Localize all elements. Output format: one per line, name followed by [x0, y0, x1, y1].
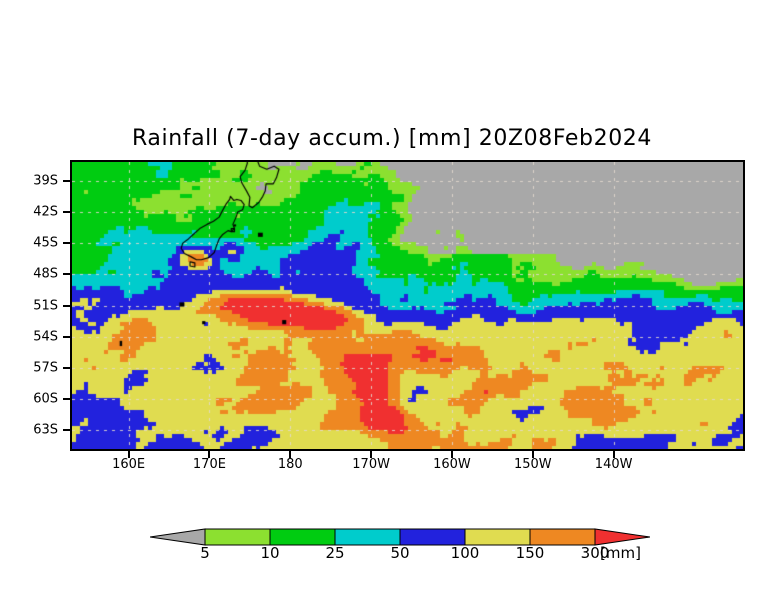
- x-tick-label: 170W: [352, 457, 390, 472]
- colorbar-segment: [529, 528, 596, 546]
- colorbar-segment: [269, 528, 336, 546]
- y-tick-mark: [63, 335, 70, 338]
- colorbar-segment: [204, 528, 271, 546]
- y-tick-label: 39S: [33, 173, 58, 189]
- x-tick-mark: [127, 451, 130, 458]
- colorbar-tick-label: 5: [200, 544, 210, 562]
- colorbar-tick-label: 300: [580, 544, 610, 562]
- y-tick-mark: [63, 210, 70, 213]
- colorbar-under-arrow: [150, 528, 206, 546]
- colorbar-segment: [334, 528, 401, 546]
- map-plot-area: [70, 160, 745, 451]
- y-tick-label: 45S: [33, 235, 58, 251]
- colorbar-swatches: [150, 528, 650, 546]
- x-tick-label: 170E: [192, 457, 226, 472]
- colorbar: 5 10 25 50 100 150 300 [mm]: [0, 524, 784, 584]
- x-tick-mark: [208, 451, 211, 458]
- colorbar-segment: [464, 528, 531, 546]
- colorbar-tick-label: 50: [390, 544, 410, 562]
- colorbar-tick-label: 150: [515, 544, 545, 562]
- y-tick-mark: [63, 304, 70, 307]
- rainfall-heatmap-canvas: [72, 162, 743, 449]
- colorbar-tick-label: 25: [325, 544, 345, 562]
- page-title: Rainfall (7-day accum.) [mm] 20Z08Feb202…: [132, 126, 652, 151]
- x-tick-mark: [289, 451, 292, 458]
- x-tick-mark: [612, 451, 615, 458]
- y-tick-label: 57S: [33, 360, 58, 376]
- y-tick-mark: [63, 366, 70, 369]
- y-tick-mark: [63, 429, 70, 432]
- x-tick-mark: [450, 451, 453, 458]
- y-tick-label: 63S: [33, 422, 58, 438]
- y-tick-label: 51S: [33, 298, 58, 313]
- x-tick-label: 160W: [433, 457, 471, 472]
- colorbar-tick-label: 100: [450, 544, 480, 562]
- y-tick-mark: [63, 179, 70, 182]
- x-tick-label: 180: [277, 457, 303, 472]
- y-tick-label: 42S: [33, 204, 58, 220]
- y-tick-mark: [63, 242, 70, 245]
- x-tick-label: 160E: [112, 457, 146, 472]
- colorbar-unit-label: [mm]: [600, 544, 641, 562]
- y-tick-label: 60S: [33, 391, 58, 407]
- x-tick-mark: [370, 451, 373, 458]
- x-tick-mark: [531, 451, 534, 458]
- y-tick-label: 54S: [33, 329, 58, 345]
- y-tick-mark: [63, 398, 70, 401]
- x-tick-label: 150W: [513, 457, 552, 472]
- x-tick-label: 140W: [594, 457, 633, 472]
- colorbar-over-arrow: [594, 528, 650, 546]
- colorbar-tick-label: 10: [260, 544, 280, 562]
- y-tick-mark: [63, 273, 70, 276]
- y-tick-label: 48S: [33, 266, 58, 282]
- colorbar-segment: [399, 528, 466, 546]
